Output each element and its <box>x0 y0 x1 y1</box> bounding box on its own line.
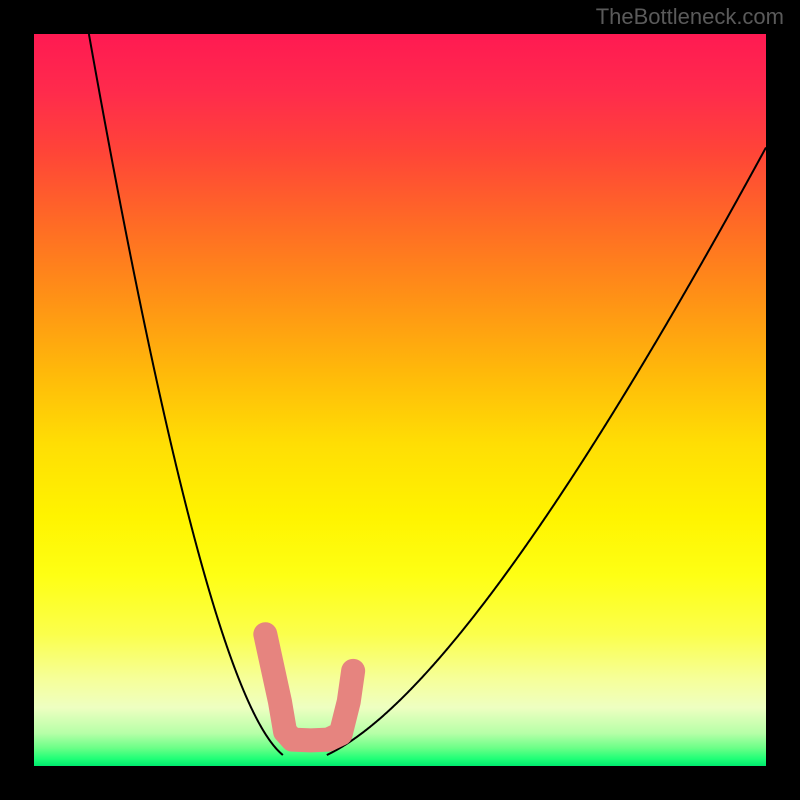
attribution-text: TheBottleneck.com <box>596 4 784 30</box>
chart-background <box>34 34 766 766</box>
bottleneck-chart <box>34 34 766 766</box>
chart-svg <box>34 34 766 766</box>
